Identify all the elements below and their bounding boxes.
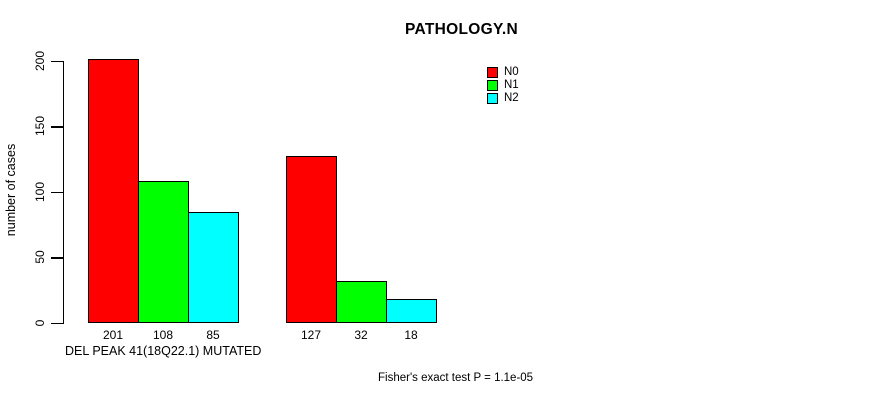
y-tick-label: 200 (33, 50, 47, 71)
bar-value-label: 108 (152, 328, 174, 342)
legend-item-N0: N0 (487, 66, 519, 78)
bar-N1-group1 (138, 181, 189, 323)
y-axis-line (63, 60, 65, 324)
bar-value-label: 127 (300, 328, 322, 342)
legend-swatch-N2 (487, 92, 498, 104)
y-tick (51, 126, 63, 128)
y-tick (51, 323, 63, 325)
legend-item-N2: N2 (487, 92, 519, 104)
bar-N2-group2 (386, 299, 437, 323)
bar-N1-group2 (336, 281, 387, 323)
y-tick-label: 0 (33, 319, 47, 327)
legend-label: N2 (504, 92, 519, 104)
bar-value-label: 32 (354, 328, 368, 342)
y-axis-label: number of cases (4, 143, 18, 237)
legend-swatch-N0 (487, 66, 498, 78)
y-tick-label: 100 (33, 181, 47, 202)
bar-value-label: 201 (102, 328, 124, 342)
y-tick-label: 50 (33, 250, 47, 265)
legend-label: N0 (504, 66, 519, 78)
bar-N2-group1 (188, 211, 239, 323)
y-tick (51, 60, 63, 62)
annotation-fisher-test: Fisher's exact test P = 1.1e-05 (378, 372, 534, 384)
bar-value-label: 18 (404, 328, 418, 342)
bar-N0-group2 (286, 156, 337, 323)
y-tick (51, 191, 63, 194)
legend-item-N1: N1 (487, 79, 519, 91)
bar-value-label: 85 (206, 328, 220, 342)
legend-label: N1 (504, 79, 519, 91)
y-tick-label: 150 (33, 116, 47, 137)
bar-N0-group1 (88, 59, 139, 323)
y-tick (51, 257, 63, 259)
chart-title: PATHOLOGY.N (405, 21, 518, 38)
x-axis-label: DEL PEAK 41(18Q22.1) MUTATED (65, 344, 262, 358)
legend-swatch-N1 (487, 79, 498, 91)
